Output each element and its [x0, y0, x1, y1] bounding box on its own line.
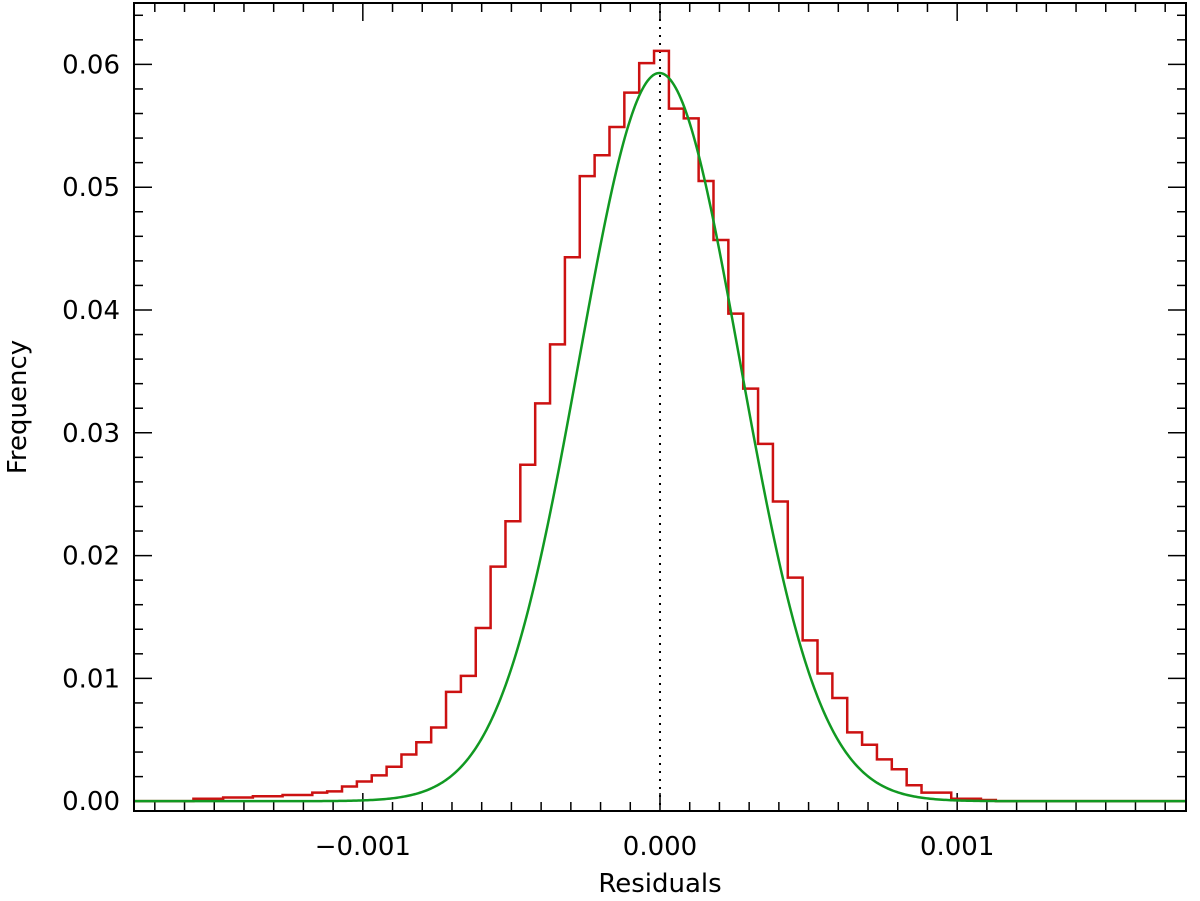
y-tick-label: 0.00 — [62, 787, 120, 817]
y-tick-label: 0.04 — [62, 296, 120, 326]
y-tick-label: 0.01 — [62, 664, 120, 694]
y-tick-labels: 0.00 0.01 0.02 0.03 0.04 0.05 0.06 — [62, 50, 120, 817]
y-axis-title: Frequency — [3, 340, 33, 474]
y-tick-label: 0.03 — [62, 419, 120, 449]
x-tick-label: −0.001 — [315, 832, 411, 862]
x-tick-labels: −0.001 0.000 0.001 — [315, 832, 995, 862]
gaussian-fit-curve — [134, 71, 1186, 803]
plot-frame — [133, 2, 1187, 812]
y-tick-label: 0.06 — [62, 50, 120, 80]
x-axis-title: Residuals — [598, 869, 721, 899]
histogram-steps — [134, 49, 1186, 803]
y-tick-label: 0.02 — [62, 542, 120, 572]
y-tick-label: 0.05 — [62, 173, 120, 203]
x-tick-label: 0.000 — [623, 832, 697, 862]
axis-ticks — [134, 3, 1186, 811]
x-tick-label: 0.001 — [920, 832, 994, 862]
